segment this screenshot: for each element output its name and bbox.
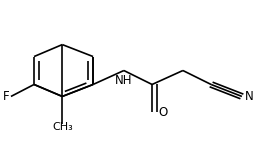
Text: NH: NH [115, 74, 133, 87]
Text: F: F [3, 90, 10, 103]
Text: CH₃: CH₃ [52, 122, 73, 132]
Text: O: O [158, 106, 168, 119]
Text: N: N [245, 90, 253, 103]
